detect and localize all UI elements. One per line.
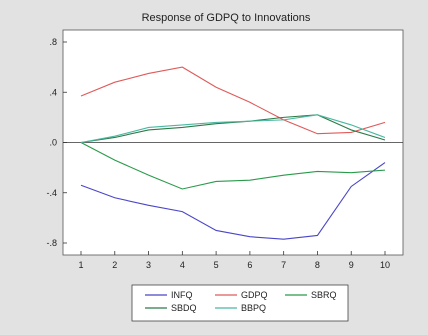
y-tick-label: -.4: [46, 188, 57, 198]
legend-label: SBRQ: [311, 290, 337, 300]
legend-label: BBPQ: [241, 303, 266, 313]
series-line-infq: [80, 162, 386, 240]
series-lines: [80, 66, 386, 240]
x-tick-label: 10: [380, 260, 390, 270]
series-line-sbdq: [80, 114, 386, 144]
legend-label: INFQ: [171, 290, 193, 300]
y-tick-label: .0: [49, 138, 57, 148]
y-tick-label: .8: [49, 37, 57, 47]
x-tick-label: 8: [315, 260, 320, 270]
legend-label: SBDQ: [171, 303, 197, 313]
x-tick-label: 4: [180, 260, 185, 270]
legend-items: INFQ GDPQ SBRQ SBDQ BBPQ: [145, 290, 337, 313]
x-tick-label: 1: [78, 260, 83, 270]
y-axis: .8 .4 .0 -.4 -.8: [46, 37, 67, 248]
x-tick-label: 5: [214, 260, 219, 270]
x-tick-label: 3: [146, 260, 151, 270]
x-tick-label: 7: [281, 260, 286, 270]
series-line-sbrq: [80, 142, 386, 190]
legend: [131, 284, 349, 322]
chart-title: Response of GDPQ to Innovations: [142, 12, 311, 24]
series-line-gdpq: [80, 66, 386, 135]
series-line-bbpq: [80, 114, 386, 144]
legend-label: GDPQ: [241, 290, 268, 300]
y-tick-label: -.8: [46, 238, 57, 248]
x-tick-label: 2: [112, 260, 117, 270]
x-axis: 1 2 3 4 5 6 7 8 9 10: [78, 251, 390, 270]
x-tick-label: 9: [349, 260, 354, 270]
y-tick-label: .4: [49, 87, 57, 97]
x-tick-label: 6: [247, 260, 252, 270]
